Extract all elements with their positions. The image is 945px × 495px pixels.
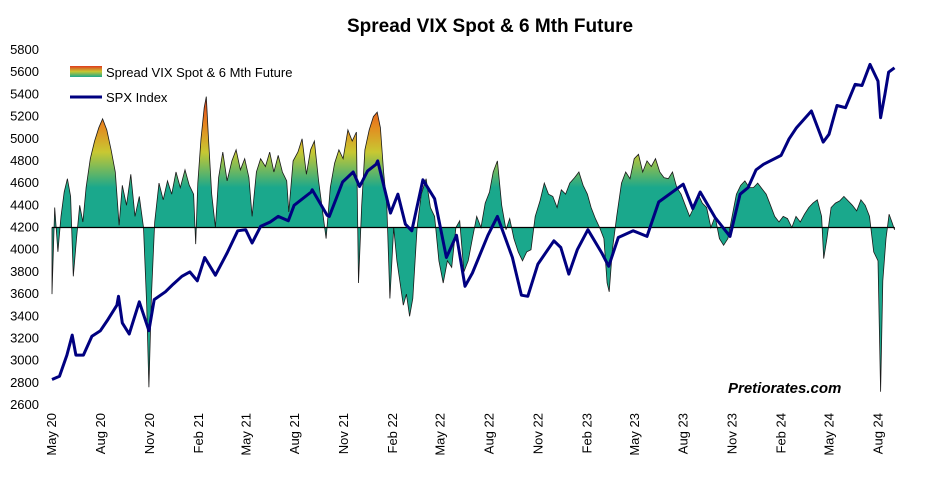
y-tick-label: 2600 bbox=[10, 397, 39, 412]
x-tick-label: Nov 20 bbox=[142, 413, 157, 454]
x-tick-label: Aug 24 bbox=[871, 413, 886, 454]
chart-title: Spread VIX Spot & 6 Mth Future bbox=[347, 16, 633, 37]
x-tick-label: Aug 21 bbox=[287, 413, 302, 454]
y-tick-label: 4800 bbox=[10, 153, 39, 168]
x-tick-label: May 24 bbox=[822, 413, 837, 456]
x-tick-label: May 20 bbox=[44, 413, 59, 456]
x-tick-label: Feb 24 bbox=[774, 413, 789, 453]
x-tick-label: Feb 22 bbox=[385, 413, 400, 453]
legend: Spread VIX Spot & 6 Mth Future SPX Index bbox=[70, 65, 292, 105]
y-tick-label: 4000 bbox=[10, 242, 39, 257]
x-tick-label: May 22 bbox=[433, 413, 448, 456]
x-tick-label: Feb 21 bbox=[191, 413, 206, 453]
x-tick-label: Aug 22 bbox=[481, 413, 496, 454]
y-tick-label: 5600 bbox=[10, 64, 39, 79]
x-tick-label: Feb 23 bbox=[579, 413, 594, 453]
watermark: Pretiorates.com bbox=[728, 380, 841, 397]
y-tick-label: 4400 bbox=[10, 197, 39, 212]
y-tick-label: 3000 bbox=[10, 353, 39, 368]
y-tick-label: 4600 bbox=[10, 175, 39, 190]
legend-label-spread: Spread VIX Spot & 6 Mth Future bbox=[106, 65, 292, 80]
y-tick-label: 3200 bbox=[10, 330, 39, 345]
y-axis-ticks: 2600 2800 3000 3200 3400 3600 3800 4000 4200 4400… bbox=[10, 42, 39, 412]
spread-area bbox=[51, 96, 895, 392]
x-tick-label: Aug 23 bbox=[676, 413, 691, 454]
x-axis-ticks: May 20 Aug 20 Nov 20 Feb 21 May 21 Aug 21 Nov … bbox=[44, 413, 886, 456]
y-tick-label: 3600 bbox=[10, 286, 39, 301]
x-tick-label: Nov 22 bbox=[530, 413, 545, 454]
y-tick-label: 3800 bbox=[10, 264, 39, 279]
y-tick-label: 5200 bbox=[10, 109, 39, 124]
y-tick-label: 2800 bbox=[10, 375, 39, 390]
y-tick-label: 5400 bbox=[10, 86, 39, 101]
y-tick-label: 5000 bbox=[10, 131, 39, 146]
legend-swatch-spread bbox=[70, 66, 102, 77]
x-tick-label: Nov 21 bbox=[336, 413, 351, 454]
x-tick-label: May 21 bbox=[238, 413, 253, 456]
x-tick-label: Nov 23 bbox=[725, 413, 740, 454]
x-tick-label: May 23 bbox=[627, 413, 642, 456]
y-tick-label: 3400 bbox=[10, 308, 39, 323]
x-tick-label: Aug 20 bbox=[93, 413, 108, 454]
spx-index-line bbox=[51, 62, 896, 381]
legend-label-spx: SPX Index bbox=[106, 90, 168, 105]
y-tick-label: 5800 bbox=[10, 42, 39, 57]
y-tick-label: 4200 bbox=[10, 220, 39, 235]
